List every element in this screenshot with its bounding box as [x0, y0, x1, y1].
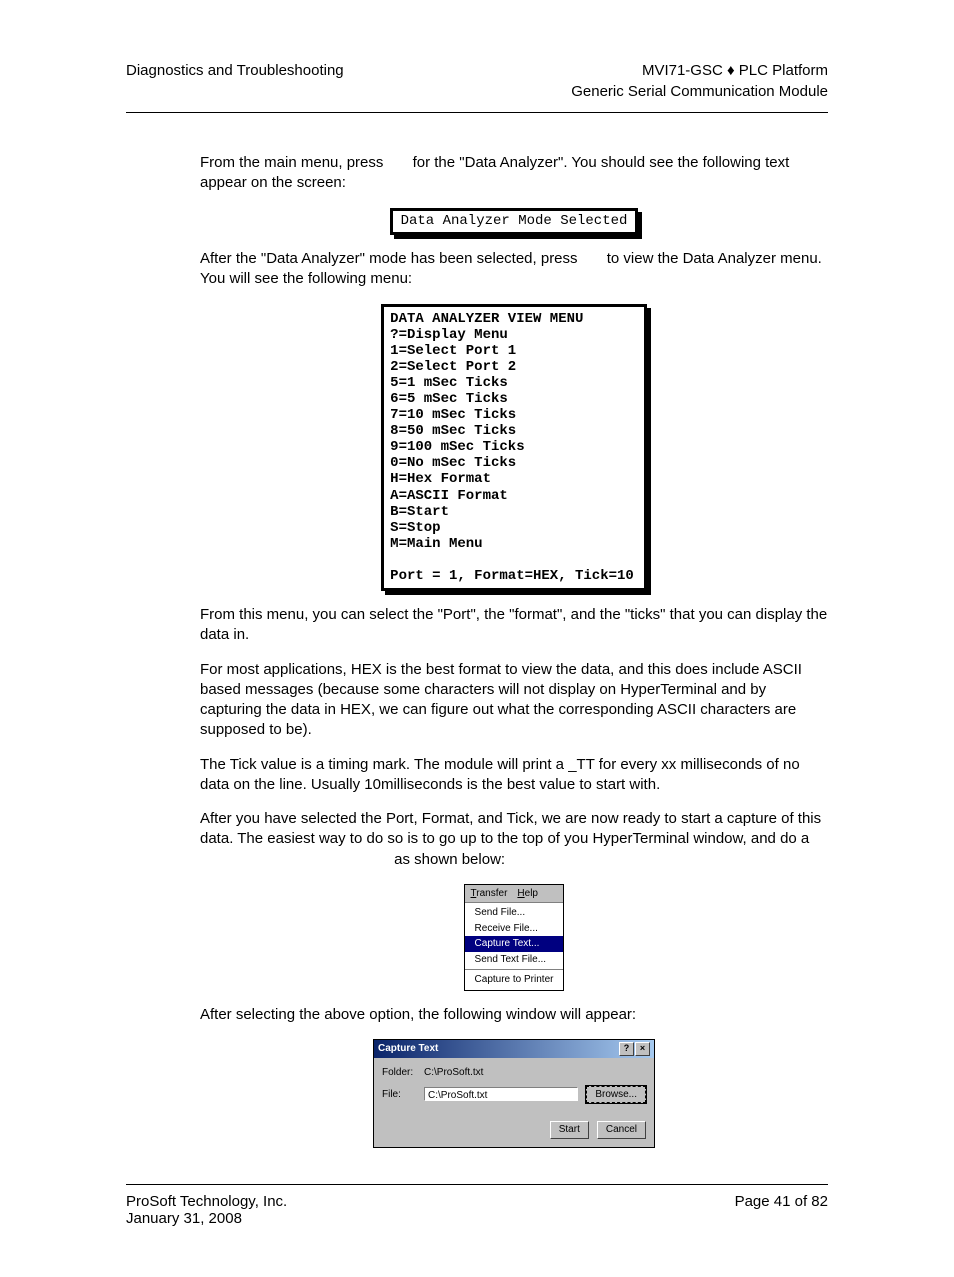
header-left: Diagnostics and Troubleshooting [126, 60, 344, 102]
para6-text-b: as shown below: [394, 851, 505, 868]
file-label: File: [382, 1088, 416, 1102]
start-button[interactable]: Start [550, 1121, 589, 1139]
dd-receive-file[interactable]: Receive File... [465, 921, 564, 937]
folder-label: Folder: [382, 1066, 416, 1080]
dd-capture-text[interactable]: Capture Text... [465, 936, 564, 952]
browse-button[interactable]: Browse... [586, 1086, 646, 1104]
help-icon[interactable]: ? [619, 1042, 634, 1056]
header-right: MVI71-GSC ♦ PLC Platform Generic Serial … [571, 60, 828, 102]
capture-text-dialog: Capture Text ? × Folder: C:\ProSoft.txt … [373, 1039, 655, 1148]
header-right-line1: MVI71-GSC ♦ PLC Platform [571, 60, 828, 81]
paragraph-1: From the main menu, press for the "Data … [200, 153, 828, 194]
paragraph-7: After selecting the above option, the fo… [200, 1005, 828, 1025]
footer-page-number: Page 41 of 82 [735, 1193, 828, 1227]
paragraph-4: For most applications, HEX is the best f… [200, 660, 828, 741]
menubar: Transfer Help [465, 885, 564, 903]
folder-value: C:\ProSoft.txt [424, 1066, 646, 1080]
dd-send-text-file[interactable]: Send Text File... [465, 952, 564, 968]
page: Diagnostics and Troubleshooting MVI71-GS… [0, 0, 954, 1277]
window-buttons: ? × [619, 1042, 650, 1056]
paragraph-6: After you have selected the Port, Format… [200, 809, 828, 870]
transfer-menu-wrap: Transfer Help Send File... Receive File.… [200, 884, 828, 991]
page-footer: ProSoft Technology, Inc. January 31, 200… [126, 1184, 828, 1227]
menubar-help[interactable]: Help [517, 887, 538, 901]
terminal-mode-selected: Data Analyzer Mode Selected [390, 208, 639, 236]
paragraph-5: The Tick value is a timing mark. The mod… [200, 755, 828, 796]
content: From the main menu, press for the "Data … [126, 153, 828, 1148]
folder-row: Folder: C:\ProSoft.txt [382, 1066, 646, 1080]
dialog-button-row: Start Cancel [374, 1117, 654, 1147]
para1-key-gap [388, 154, 409, 171]
dd-capture-to-printer[interactable]: Capture to Printer [465, 972, 564, 988]
file-row: File: C:\ProSoft.txt Browse... [382, 1086, 646, 1104]
menu-box-wrap: DATA ANALYZER VIEW MENU ?=Display Menu 1… [200, 304, 828, 592]
close-icon[interactable]: × [635, 1042, 650, 1056]
dialog-wrap: Capture Text ? × Folder: C:\ProSoft.txt … [200, 1039, 828, 1148]
para6-text-a: After you have selected the Port, Format… [200, 810, 821, 847]
transfer-dropdown: Send File... Receive File... Capture Tex… [465, 902, 564, 990]
footer-left: ProSoft Technology, Inc. January 31, 200… [126, 1193, 287, 1227]
dd-send-file[interactable]: Send File... [465, 905, 564, 921]
paragraph-3: From this menu, you can select the "Port… [200, 605, 828, 646]
header-right-line2: Generic Serial Communication Module [571, 81, 828, 102]
data-analyzer-view-menu: DATA ANALYZER VIEW MENU ?=Display Menu 1… [381, 304, 647, 592]
para1-text-a: From the main menu, press [200, 154, 388, 171]
para2-text-a: After the "Data Analyzer" mode has been … [200, 250, 582, 267]
page-header: Diagnostics and Troubleshooting MVI71-GS… [126, 60, 828, 113]
dialog-body: Folder: C:\ProSoft.txt File: C:\ProSoft.… [374, 1058, 654, 1117]
file-input[interactable]: C:\ProSoft.txt [424, 1087, 578, 1101]
menubar-transfer[interactable]: Transfer [471, 887, 508, 901]
terminal-box-1-wrap: Data Analyzer Mode Selected [200, 208, 828, 236]
transfer-menu: Transfer Help Send File... Receive File.… [464, 884, 565, 991]
dialog-titlebar: Capture Text ? × [374, 1040, 654, 1058]
para2-key-gap [582, 250, 603, 267]
footer-company: ProSoft Technology, Inc. [126, 1193, 287, 1210]
paragraph-2: After the "Data Analyzer" mode has been … [200, 249, 828, 290]
dd-separator [465, 969, 564, 970]
footer-date: January 31, 2008 [126, 1210, 287, 1227]
cancel-button[interactable]: Cancel [597, 1121, 646, 1139]
dialog-title: Capture Text [378, 1042, 438, 1056]
